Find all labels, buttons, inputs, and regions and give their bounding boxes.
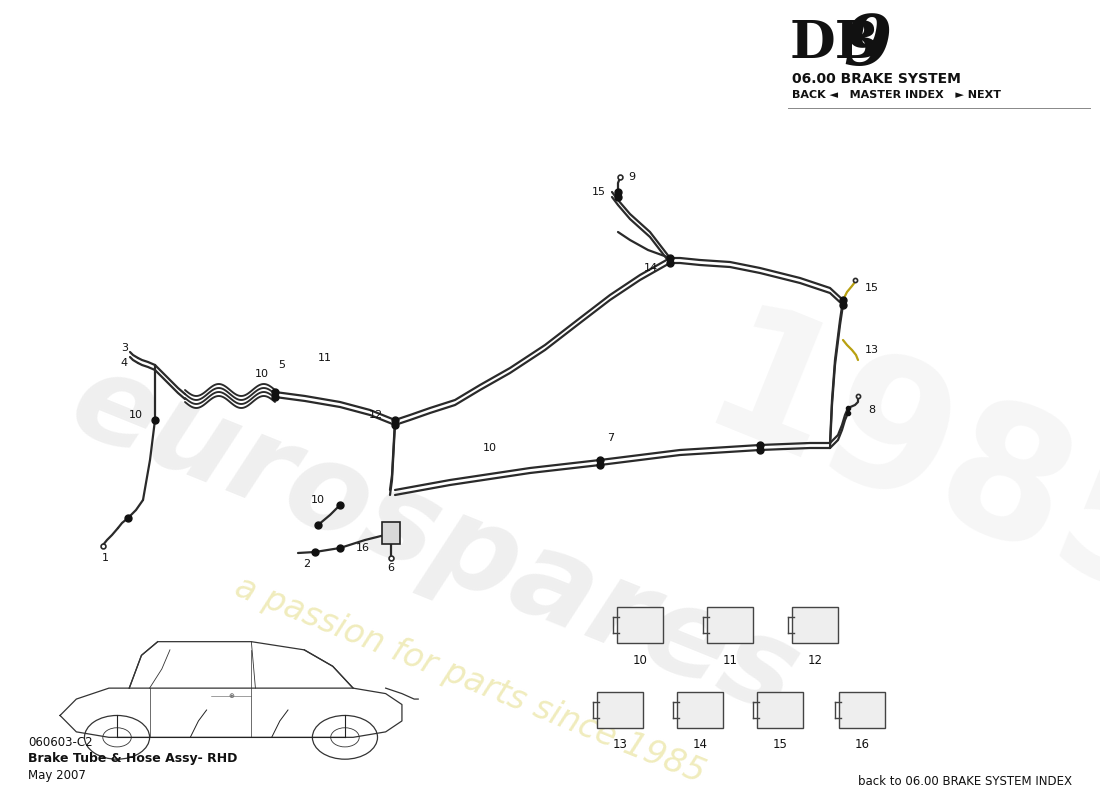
Text: 15: 15 — [865, 283, 879, 293]
Text: 1985: 1985 — [680, 294, 1100, 646]
Text: eurospares: eurospares — [55, 341, 815, 739]
Text: 10: 10 — [483, 443, 497, 453]
Text: 3: 3 — [121, 343, 128, 353]
Text: 6: 6 — [387, 563, 395, 573]
Text: 15: 15 — [772, 738, 788, 751]
Text: 14: 14 — [644, 263, 658, 273]
Text: 1: 1 — [101, 553, 109, 563]
Text: 10: 10 — [311, 495, 324, 505]
Text: 8: 8 — [868, 405, 876, 415]
Text: a passion for parts since 1985: a passion for parts since 1985 — [230, 570, 710, 790]
Bar — [382, 522, 400, 544]
Text: BACK ◄   MASTER INDEX   ► NEXT: BACK ◄ MASTER INDEX ► NEXT — [792, 90, 1001, 100]
FancyBboxPatch shape — [707, 607, 754, 643]
Text: Brake Tube & Hose Assy- RHD: Brake Tube & Hose Assy- RHD — [28, 752, 238, 765]
Text: 06.00 BRAKE SYSTEM: 06.00 BRAKE SYSTEM — [792, 72, 961, 86]
Text: 16: 16 — [855, 738, 869, 751]
Text: 16: 16 — [356, 543, 370, 553]
Text: 9: 9 — [628, 172, 635, 182]
FancyBboxPatch shape — [676, 692, 723, 728]
FancyBboxPatch shape — [597, 692, 644, 728]
FancyBboxPatch shape — [792, 607, 838, 643]
Text: 10: 10 — [632, 654, 648, 666]
Text: back to 06.00 BRAKE SYSTEM INDEX: back to 06.00 BRAKE SYSTEM INDEX — [858, 775, 1072, 788]
Text: 11: 11 — [318, 353, 332, 363]
Text: 4: 4 — [121, 358, 128, 368]
Text: 14: 14 — [693, 738, 707, 751]
Text: 2: 2 — [302, 559, 310, 569]
Text: 12: 12 — [368, 410, 383, 420]
Text: DB: DB — [790, 18, 880, 69]
Text: 5: 5 — [278, 360, 285, 370]
Text: 7: 7 — [607, 433, 614, 443]
Text: 12: 12 — [807, 654, 823, 666]
Text: 060603-C2: 060603-C2 — [28, 736, 92, 749]
Text: 10: 10 — [129, 410, 143, 420]
Text: 15: 15 — [592, 187, 606, 197]
FancyBboxPatch shape — [617, 607, 663, 643]
Text: 10: 10 — [255, 369, 270, 379]
FancyBboxPatch shape — [757, 692, 803, 728]
FancyBboxPatch shape — [839, 692, 886, 728]
Text: 13: 13 — [865, 345, 879, 355]
Text: 9: 9 — [843, 12, 891, 79]
Text: 11: 11 — [723, 654, 737, 666]
Text: May 2007: May 2007 — [28, 769, 86, 782]
Text: 13: 13 — [613, 738, 627, 751]
